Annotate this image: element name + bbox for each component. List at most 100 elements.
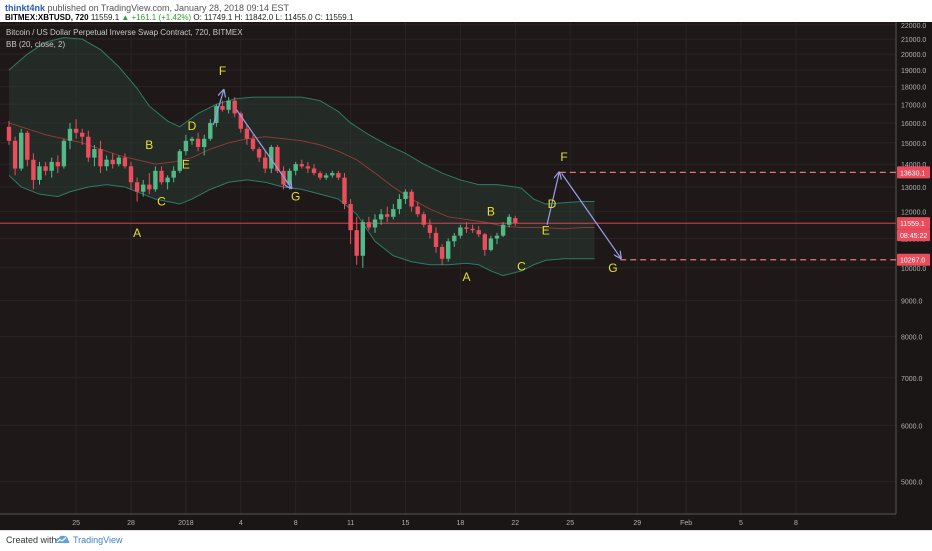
open-value: O: 11749.1 xyxy=(193,13,233,22)
y-tick-label: 22000.0 xyxy=(901,23,926,30)
candle-body xyxy=(61,140,67,167)
candle-body xyxy=(25,132,30,160)
candle-body xyxy=(195,138,201,147)
candle-body xyxy=(189,138,195,141)
price-tag-box xyxy=(897,166,930,179)
y-tick-label: 18000.0 xyxy=(901,85,926,92)
wave-label: B xyxy=(145,138,153,152)
candle-body xyxy=(439,246,445,259)
candle-body xyxy=(488,238,494,250)
candle-body xyxy=(287,170,292,185)
candle-body xyxy=(446,241,451,259)
candle-body xyxy=(232,100,237,114)
candle-body xyxy=(177,151,182,171)
wave-label: E xyxy=(542,223,550,237)
wave-label: B xyxy=(487,205,495,219)
candle-body xyxy=(378,214,384,220)
y-tick-label: 9000.0 xyxy=(901,298,923,305)
chart-title: Bitcoin / US Dollar Perpetual Inverse Sw… xyxy=(6,28,243,37)
candle-body xyxy=(238,113,243,129)
candle-body xyxy=(403,191,408,200)
candle-body xyxy=(305,166,311,169)
candle-body xyxy=(366,222,372,228)
candle-body xyxy=(494,235,500,239)
candle-body xyxy=(397,199,402,210)
y-tick-label: 21000.0 xyxy=(901,37,926,44)
candle-body xyxy=(159,170,164,183)
candle-body xyxy=(336,173,341,178)
plot-background xyxy=(0,22,932,530)
candle-body xyxy=(153,170,158,190)
symbol-name: BITMEX:XBTUSD, 720 xyxy=(5,13,89,22)
y-tick-label: 16000.0 xyxy=(901,121,926,128)
y-tick-label: 20000.0 xyxy=(901,52,926,59)
indicator-label[interactable]: BB (20, close, 2) xyxy=(6,40,66,49)
x-tick-label: Feb xyxy=(680,520,692,527)
price-tag-label: 11559.1 xyxy=(900,221,925,228)
candle-body xyxy=(19,132,24,169)
chart-svg[interactable]: 5000.0 6000.0 7000.0 8000.0 9000.0 10000.0 11 0… xyxy=(0,22,932,530)
candle-body xyxy=(433,232,439,247)
candle-body xyxy=(171,170,176,178)
candle-body xyxy=(92,149,97,158)
chart-area[interactable]: 5000.0 6000.0 7000.0 8000.0 9000.0 10000.0 11 0… xyxy=(0,22,932,530)
candle-body xyxy=(116,157,121,165)
bb-band-fill xyxy=(9,37,595,276)
publish-text: published on TradingView.com, January 28… xyxy=(47,3,290,13)
wave-label: G xyxy=(291,189,300,203)
candle-body xyxy=(6,126,12,141)
y-tick-label: 15000.0 xyxy=(901,141,926,148)
wave-label: D xyxy=(188,119,197,133)
candle-body xyxy=(165,177,170,183)
wave-label: F xyxy=(560,150,567,164)
candle-body xyxy=(330,173,335,176)
price-tag-box xyxy=(897,217,930,230)
candle-body xyxy=(427,224,433,233)
candle-body xyxy=(67,128,73,141)
candle-body xyxy=(500,224,506,236)
candle-body xyxy=(324,175,329,178)
candle-body xyxy=(134,182,140,192)
candle-body xyxy=(49,161,54,171)
last-price: 11559.1 xyxy=(90,13,120,22)
candle-body xyxy=(476,230,481,235)
x-tick-label: 5 xyxy=(739,520,743,527)
x-tick-label: 11 xyxy=(347,520,354,527)
publish-info: thinkt4nk published on TradingView.com, … xyxy=(5,3,289,13)
y-tick-label: 10000.0 xyxy=(901,266,926,273)
y-tick-label: 17000.0 xyxy=(901,102,926,109)
candle-body xyxy=(385,214,390,217)
tradingview-brand[interactable]: TradingView xyxy=(73,535,123,545)
candle-body xyxy=(256,149,262,158)
author-link[interactable]: thinkt4nk xyxy=(5,3,46,13)
x-tick-label: 18 xyxy=(457,520,465,527)
wave-arrow xyxy=(561,173,621,259)
candle-body xyxy=(342,177,347,205)
candle-body xyxy=(244,128,250,139)
candle-body xyxy=(147,184,152,190)
wave-label: C xyxy=(517,259,526,273)
y-tick-label: 8000.0 xyxy=(901,335,923,342)
candle-body xyxy=(482,234,487,250)
candle-body xyxy=(37,166,42,180)
candle-body xyxy=(208,122,213,139)
wave-arrow xyxy=(236,109,292,188)
candle-body xyxy=(421,214,426,225)
wave-label: D xyxy=(548,197,557,211)
created-with-text: Created with xyxy=(6,535,57,545)
candle-body xyxy=(128,166,134,183)
candle-body xyxy=(415,206,420,215)
x-tick-label: 2018 xyxy=(178,520,194,527)
price-tag-label: 13630.1 xyxy=(900,170,925,177)
wave-arrow xyxy=(212,90,223,126)
candle-body xyxy=(263,157,268,169)
x-tick-label: 15 xyxy=(402,520,410,527)
candle-body xyxy=(409,191,414,207)
candle-body xyxy=(458,227,463,236)
wave-label: E xyxy=(182,158,190,172)
price-change: +161.1 (+1.42%) xyxy=(131,13,192,22)
candle-body xyxy=(452,235,457,242)
candle-body xyxy=(317,173,323,178)
wave-label: A xyxy=(133,226,141,240)
candle-body xyxy=(464,227,469,229)
